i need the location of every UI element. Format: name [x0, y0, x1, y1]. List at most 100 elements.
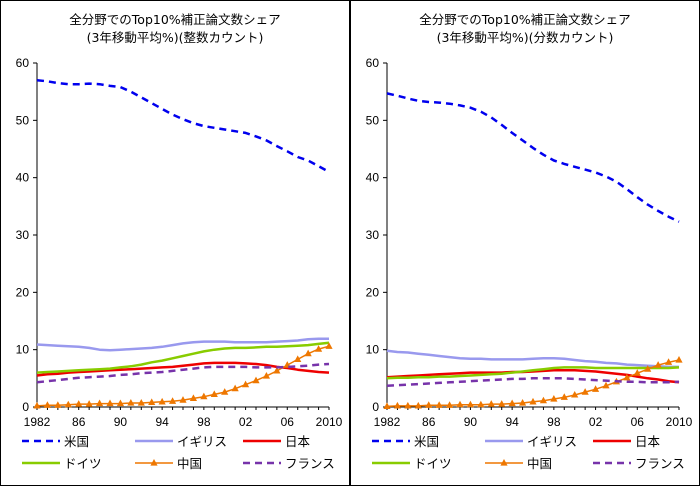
- right-chart-title: 全分野でのTop10%補正論文数シェア: [419, 12, 630, 27]
- y-tick-label: 0: [372, 400, 379, 414]
- series-point: [314, 345, 323, 352]
- y-tick-label: 50: [366, 113, 380, 127]
- x-tick-label: 1982: [374, 415, 401, 429]
- series-line: [36, 78, 330, 173]
- x-tick-label: 2010: [316, 415, 343, 429]
- series-line: [36, 341, 330, 374]
- series-point: [116, 399, 125, 407]
- y-tick-label: 0: [22, 400, 29, 414]
- series-point: [591, 385, 600, 392]
- y-tick-label: 10: [366, 343, 380, 357]
- series-point: [137, 398, 145, 406]
- y-tick-label: 20: [366, 285, 380, 299]
- series-point: [106, 399, 114, 407]
- legend-label: イギリス: [527, 434, 577, 449]
- legend-label: 米国: [414, 434, 439, 449]
- legend-label: 中国: [177, 456, 202, 471]
- series-point: [294, 355, 302, 363]
- series-point: [508, 399, 516, 407]
- series-point: [602, 381, 610, 389]
- x-tick-label: 98: [547, 415, 561, 429]
- legend-label: 米国: [64, 434, 89, 449]
- left-chart: 0 10 20 30 40 50 60 1982 86 90 94 98 02 06 2010 米国 イギリス 日…: [16, 56, 343, 471]
- series-point: [498, 400, 506, 407]
- series-point: [654, 361, 662, 368]
- series-line: [386, 349, 679, 369]
- series-point: [75, 400, 83, 407]
- legend-label: ドイツ: [414, 456, 452, 471]
- series-point: [127, 398, 135, 406]
- legend-label: イギリス: [177, 434, 227, 449]
- series-point: [221, 388, 229, 395]
- series-point: [623, 373, 631, 381]
- y-tick-label: 40: [16, 171, 30, 185]
- x-tick-label: 1982: [24, 415, 51, 429]
- series-point: [466, 400, 475, 408]
- series-line: [36, 362, 330, 384]
- left-chart-subtitle: (3年移動平均%)(整数カウント): [87, 30, 264, 45]
- series-point: [560, 393, 568, 400]
- x-tick-label: 06: [281, 415, 295, 429]
- series-point: [158, 397, 166, 405]
- legend-marker: [500, 459, 508, 466]
- series-point: [273, 366, 281, 374]
- series-point: [581, 388, 589, 395]
- legend-label: 日本: [635, 434, 661, 449]
- x-tick-label: 94: [155, 415, 169, 429]
- series-point: [529, 397, 537, 405]
- series-point: [33, 401, 41, 409]
- series-point: [383, 402, 391, 410]
- series-point: [425, 401, 433, 408]
- series-point: [633, 369, 641, 376]
- series-point: [43, 401, 52, 408]
- x-tick-label: 02: [589, 415, 603, 429]
- series-point: [518, 398, 527, 406]
- series-point: [64, 400, 72, 408]
- x-tick-label: 98: [197, 415, 211, 429]
- series-point: [644, 365, 652, 372]
- series-point: [262, 372, 271, 379]
- y-tick-label: 20: [16, 285, 30, 299]
- series-point: [325, 342, 333, 349]
- series-point: [210, 390, 218, 397]
- series-point: [179, 396, 187, 403]
- right-panel-frame: [350, 0, 700, 486]
- x-tick-label: 90: [114, 415, 128, 429]
- series-point: [487, 400, 495, 407]
- x-tick-label: 2010: [666, 415, 693, 429]
- series-point: [200, 392, 208, 400]
- series-point: [435, 401, 443, 408]
- right-chart: 0 10 20 30 40 50 60 1982 86 90 94 98 02 06 2010 米国 イギリス 日…: [366, 56, 693, 471]
- left-chart-title: 全分野でのTop10%補正論文数シェア: [69, 12, 280, 27]
- x-tick-label: 86: [72, 415, 86, 429]
- y-tick-label: 30: [16, 228, 30, 242]
- y-tick-label: 60: [366, 56, 380, 70]
- legend-label: 中国: [527, 456, 552, 471]
- y-tick-label: 40: [366, 171, 380, 185]
- right-chart-subtitle: (3年移動平均%)(分数カウント): [437, 30, 614, 45]
- y-tick-label: 60: [16, 56, 30, 70]
- series-point: [252, 376, 260, 384]
- legend-label: ドイツ: [64, 456, 102, 471]
- series-point: [304, 349, 312, 357]
- series-point: [477, 400, 485, 408]
- series-line: [386, 92, 680, 223]
- series-point: [85, 400, 93, 407]
- series-point: [414, 401, 422, 409]
- left-panel-frame: [0, 0, 350, 486]
- legend-label: 日本: [285, 434, 311, 449]
- series-point: [241, 380, 250, 388]
- legend-marker: [150, 459, 158, 466]
- series-point: [675, 355, 683, 363]
- series-point: [404, 401, 412, 409]
- series-point: [571, 390, 579, 398]
- series-point: [54, 401, 62, 408]
- x-tick-label: 02: [239, 415, 253, 429]
- series-point: [95, 399, 104, 407]
- series-point: [550, 394, 558, 402]
- y-tick-label: 30: [366, 228, 380, 242]
- series-point: [168, 397, 177, 404]
- series-point: [664, 358, 673, 365]
